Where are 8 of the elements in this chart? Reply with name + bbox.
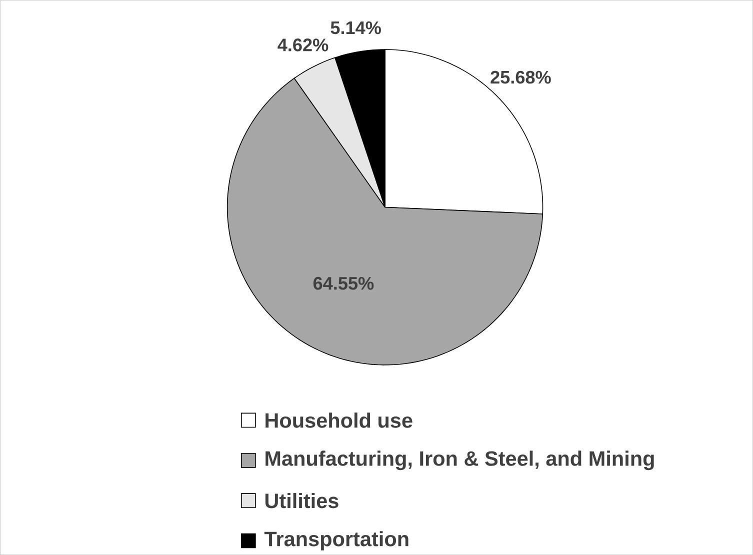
data-label: 4.62% xyxy=(278,38,328,52)
legend-label: Utilities xyxy=(265,492,338,508)
data-label: 25.68% xyxy=(490,70,551,84)
data-label: 5.14% xyxy=(330,21,381,34)
data-label: 64.55% xyxy=(313,276,374,290)
legend-label: Household use xyxy=(266,412,412,428)
legend-label: Manufacturing, Iron & Steel, and Mining xyxy=(266,450,654,470)
legend-label: Transportation xyxy=(264,531,408,550)
